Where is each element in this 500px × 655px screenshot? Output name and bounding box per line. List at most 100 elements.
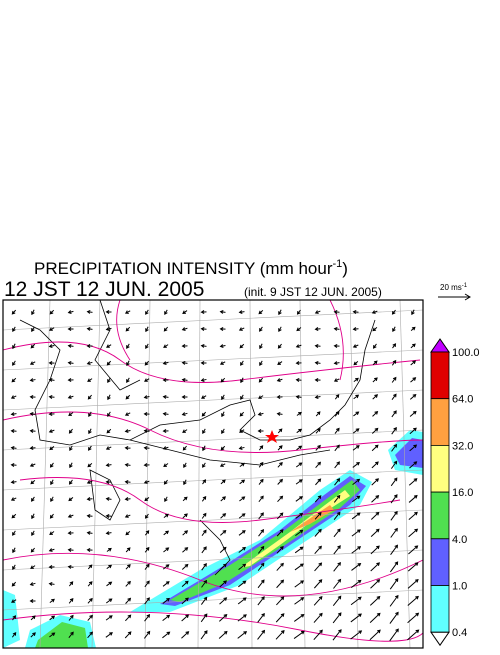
wind-arrow xyxy=(278,309,282,316)
wind-arrow xyxy=(145,326,149,333)
wind-arrow xyxy=(49,446,55,451)
wind-arrow xyxy=(124,497,131,501)
wind-arrow xyxy=(30,479,36,485)
wind-arrow xyxy=(333,327,340,331)
wind-arrow xyxy=(315,411,321,417)
wind-arrow xyxy=(163,547,170,553)
wind-arrow xyxy=(68,428,73,434)
wind-arrow xyxy=(50,479,54,486)
colorbar-segment xyxy=(430,585,450,633)
wind-arrow xyxy=(29,412,36,416)
wind-arrow xyxy=(105,514,112,518)
wind-arrow xyxy=(350,613,362,623)
wind-arrow xyxy=(182,513,188,519)
wind-arrow xyxy=(295,479,303,485)
wind-arrow xyxy=(295,344,302,348)
wind-arrow xyxy=(313,629,323,641)
wind-arrow xyxy=(10,463,17,467)
wind-arrow xyxy=(12,343,16,350)
wind-arrow xyxy=(333,561,341,572)
wind-arrow xyxy=(145,343,149,349)
wind-arrow xyxy=(410,377,417,383)
wind-arrow xyxy=(257,596,265,606)
wind-arrow xyxy=(68,631,74,639)
wind-arrow xyxy=(369,595,381,606)
wind-arrow xyxy=(314,395,321,399)
wind-arrow xyxy=(238,530,246,536)
colorbar-label: 0.4 xyxy=(452,627,467,639)
wind-arrow xyxy=(258,495,264,503)
wind-arrow xyxy=(181,597,189,605)
wind-arrow xyxy=(69,445,73,452)
wind-arrow xyxy=(389,611,399,624)
wind-arrow xyxy=(350,579,362,588)
wind-arrow xyxy=(125,530,131,536)
wind-arrow xyxy=(314,562,323,572)
wind-arrow xyxy=(240,377,244,384)
wind-arrow xyxy=(372,343,377,349)
wind-arrow xyxy=(181,563,189,570)
wind-arrow xyxy=(296,445,303,451)
wind-arrow xyxy=(391,427,397,435)
wind-arrow xyxy=(67,310,74,314)
wind-arrow xyxy=(162,378,169,382)
colorbar-segment xyxy=(430,538,450,586)
wind-arrow xyxy=(296,428,303,434)
wind-arrow xyxy=(221,428,225,434)
wind-arrow xyxy=(295,361,302,365)
wind-arrow xyxy=(10,480,17,484)
wind-arrow xyxy=(181,631,190,639)
wind-arrow xyxy=(105,310,112,314)
wind-arrow xyxy=(334,410,340,417)
wind-arrow xyxy=(87,394,92,400)
wind-arrow xyxy=(202,462,206,468)
wind-arrow xyxy=(372,360,378,366)
wind-arrow xyxy=(144,580,150,588)
wind-arrow xyxy=(219,327,226,331)
wind-arrow xyxy=(392,326,396,333)
valid-time: 12 JST 12 JUN. 2005 xyxy=(4,278,204,301)
wind-arrow xyxy=(67,361,74,365)
wind-scale-text: 20 ms xyxy=(440,283,462,292)
wind-arrow xyxy=(351,562,362,571)
wind-arrow xyxy=(49,513,54,519)
wind-arrow xyxy=(68,614,74,621)
wind-arrow xyxy=(277,461,283,468)
wind-arrow xyxy=(238,446,245,450)
wind-arrow xyxy=(295,529,304,537)
wind-arrow xyxy=(29,395,36,399)
wind-arrow xyxy=(144,597,150,605)
wind-arrow xyxy=(181,361,188,365)
wind-arrow xyxy=(333,545,341,555)
wind-arrow xyxy=(392,343,397,349)
wind-arrow xyxy=(275,613,285,623)
wind-arrow xyxy=(410,326,416,332)
wind-arrow xyxy=(69,462,73,469)
init-time: (init. 9 JST 12 JUN. 2005) xyxy=(244,285,382,299)
wind-arrow xyxy=(181,614,190,622)
wind-arrow xyxy=(314,327,321,331)
wind-arrow xyxy=(238,580,247,588)
wind-arrow xyxy=(407,562,419,572)
wind-arrow xyxy=(277,478,283,485)
wind-arrow xyxy=(276,395,283,399)
wind-arrow xyxy=(49,309,55,315)
wind-arrow xyxy=(293,630,305,639)
wind-arrow xyxy=(164,309,168,316)
wind-arrow xyxy=(218,614,228,622)
wind-arrow xyxy=(202,445,206,452)
wind-arrow xyxy=(29,463,36,467)
wind-arrow xyxy=(144,563,150,570)
wind-arrow xyxy=(30,547,35,553)
wind-arrow xyxy=(10,429,17,433)
wind-arrow xyxy=(182,496,188,502)
wind-arrow xyxy=(353,377,359,383)
wind-arrow xyxy=(277,361,283,366)
wind-arrow xyxy=(238,310,245,314)
wind-arrow xyxy=(352,327,359,331)
wind-arrow xyxy=(12,360,16,366)
wind-arrow xyxy=(259,360,263,367)
wind-arrow xyxy=(105,531,112,535)
wind-arrow xyxy=(239,462,245,468)
wind-arrow xyxy=(200,613,208,623)
